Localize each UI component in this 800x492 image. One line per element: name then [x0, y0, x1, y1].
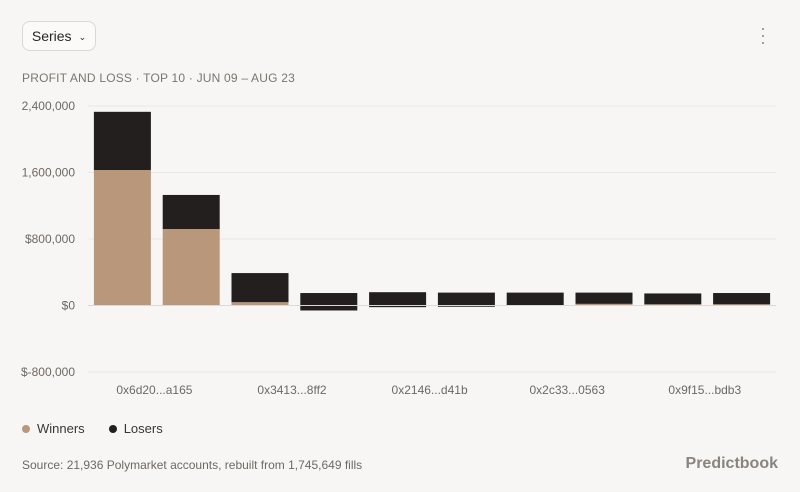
legend-label-losers: Losers: [123, 421, 163, 436]
chart-subtitle: PROFIT AND LOSS · TOP 10 · JUN 09 – AUG …: [22, 71, 295, 85]
x-tick-label: 0x2c33...0563: [529, 383, 605, 397]
y-tick-label: 2,400,000: [22, 99, 76, 113]
y-tick-label: $0: [62, 299, 76, 313]
winners-swatch: [22, 424, 30, 433]
x-tick-label: 0x3413...8ff2: [257, 383, 326, 397]
chart-legend: Winners Losers: [22, 421, 163, 436]
x-tick-label: 0x2146...d41b: [392, 383, 468, 397]
series-dropdown-button[interactable]: Series ⌄: [22, 21, 96, 51]
legend-label-winners: Winners: [37, 421, 85, 436]
legend-item-losers[interactable]: Losers: [108, 421, 163, 436]
series-dropdown-label: Series: [31, 28, 72, 44]
pnl-bar-chart: 2,400,000 1,600,000 $800,000 $0 $-800,000 0x6…: [21, 99, 776, 397]
bar-winners: [93, 170, 151, 306]
bar-losers: [162, 194, 220, 230]
bar-losers: [437, 292, 495, 307]
bar-losers: [575, 292, 633, 304]
bar-losers: [713, 293, 771, 305]
legend-item-winners[interactable]: Winners: [22, 421, 85, 436]
chevron-down-icon: ⌄: [78, 31, 87, 42]
bar-losers: [300, 293, 358, 311]
bar-losers: [369, 292, 427, 308]
bar-winners: [713, 304, 771, 306]
more-options-icon[interactable]: [757, 28, 769, 44]
bar-losers: [93, 111, 151, 171]
source-note: Source: 21,936 Polymarket accounts, rebu…: [22, 458, 363, 472]
bar-losers: [506, 292, 564, 306]
bar-losers: [644, 293, 702, 305]
bar-winners: [644, 304, 702, 306]
x-tick-label: 0x6d20...a165: [116, 383, 192, 397]
bar-winners: [162, 229, 220, 306]
brand-logo-text: Predictbook: [685, 455, 778, 472]
losers-swatch: [108, 424, 117, 433]
y-tick-label: $-800,000: [21, 365, 75, 379]
bar-losers: [231, 273, 289, 303]
y-tick-label: $800,000: [25, 232, 75, 246]
x-tick-label: 0x9f15...bdb3: [668, 383, 741, 397]
bar-winners: [575, 303, 633, 306]
y-tick-label: 1,600,000: [22, 166, 76, 180]
bar-winners: [231, 302, 289, 306]
